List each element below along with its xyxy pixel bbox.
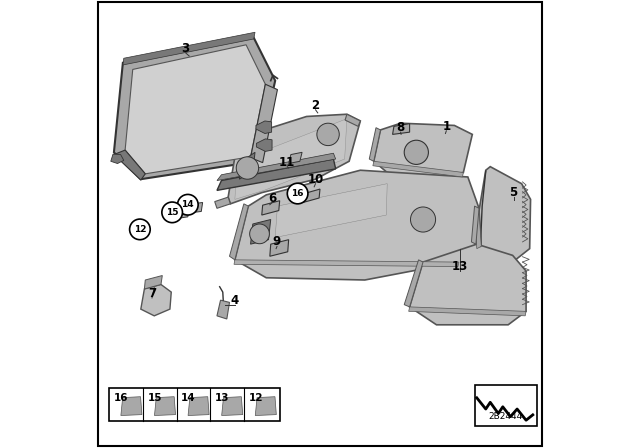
FancyBboxPatch shape [109, 388, 280, 421]
Polygon shape [251, 84, 278, 163]
Polygon shape [221, 397, 243, 416]
Polygon shape [239, 152, 255, 179]
Text: 16: 16 [114, 393, 129, 403]
Polygon shape [472, 206, 479, 244]
Polygon shape [369, 128, 380, 161]
Polygon shape [121, 397, 142, 416]
Polygon shape [145, 276, 163, 289]
Polygon shape [111, 154, 124, 164]
Polygon shape [188, 397, 209, 416]
Polygon shape [141, 284, 172, 316]
Polygon shape [228, 114, 360, 204]
Circle shape [236, 157, 259, 179]
Circle shape [287, 183, 308, 204]
Text: 14: 14 [182, 200, 194, 209]
Text: 2B2444: 2B2444 [489, 412, 523, 421]
Text: 1: 1 [442, 120, 451, 133]
Circle shape [250, 224, 269, 244]
Polygon shape [373, 161, 463, 177]
Polygon shape [230, 204, 248, 260]
Circle shape [404, 140, 428, 164]
Text: 14: 14 [181, 393, 196, 403]
Polygon shape [410, 244, 526, 325]
Text: 15: 15 [166, 208, 179, 217]
Text: 5: 5 [509, 186, 518, 199]
Polygon shape [404, 260, 423, 307]
Text: 12: 12 [248, 393, 263, 403]
Text: 3: 3 [182, 42, 189, 55]
Circle shape [130, 219, 150, 240]
Text: 10: 10 [307, 172, 324, 186]
Polygon shape [479, 167, 531, 262]
Polygon shape [114, 150, 145, 180]
Polygon shape [275, 184, 387, 237]
Polygon shape [217, 300, 230, 319]
Polygon shape [190, 202, 203, 213]
Circle shape [162, 202, 182, 223]
Polygon shape [255, 397, 276, 416]
Circle shape [177, 194, 198, 215]
Polygon shape [176, 209, 189, 219]
Polygon shape [409, 307, 526, 316]
Polygon shape [257, 139, 272, 151]
Polygon shape [217, 153, 336, 181]
Text: 7: 7 [148, 287, 156, 300]
Text: 6: 6 [268, 191, 276, 205]
Polygon shape [217, 159, 336, 190]
Text: 4: 4 [231, 293, 239, 307]
Text: 13: 13 [215, 393, 229, 403]
Polygon shape [345, 114, 360, 126]
Polygon shape [251, 220, 271, 244]
Circle shape [317, 123, 339, 146]
Polygon shape [256, 121, 271, 134]
Polygon shape [235, 119, 347, 199]
Text: 11: 11 [279, 155, 296, 169]
Polygon shape [154, 397, 175, 416]
FancyBboxPatch shape [475, 385, 538, 426]
Polygon shape [289, 152, 302, 164]
Circle shape [410, 207, 436, 232]
Text: 13: 13 [452, 260, 468, 273]
Text: 8: 8 [397, 121, 404, 134]
Text: 12: 12 [134, 225, 146, 234]
Polygon shape [374, 123, 472, 179]
Polygon shape [123, 32, 255, 65]
Polygon shape [114, 36, 275, 179]
Polygon shape [215, 197, 230, 208]
Polygon shape [125, 45, 266, 174]
Polygon shape [235, 170, 479, 280]
Polygon shape [262, 201, 280, 215]
Text: 9: 9 [273, 235, 281, 249]
Text: 16: 16 [291, 189, 304, 198]
Polygon shape [392, 124, 410, 134]
Polygon shape [303, 189, 320, 202]
Text: 15: 15 [148, 393, 162, 403]
Polygon shape [234, 260, 459, 267]
Polygon shape [270, 240, 289, 256]
Polygon shape [475, 211, 481, 249]
Text: 2: 2 [312, 99, 319, 112]
